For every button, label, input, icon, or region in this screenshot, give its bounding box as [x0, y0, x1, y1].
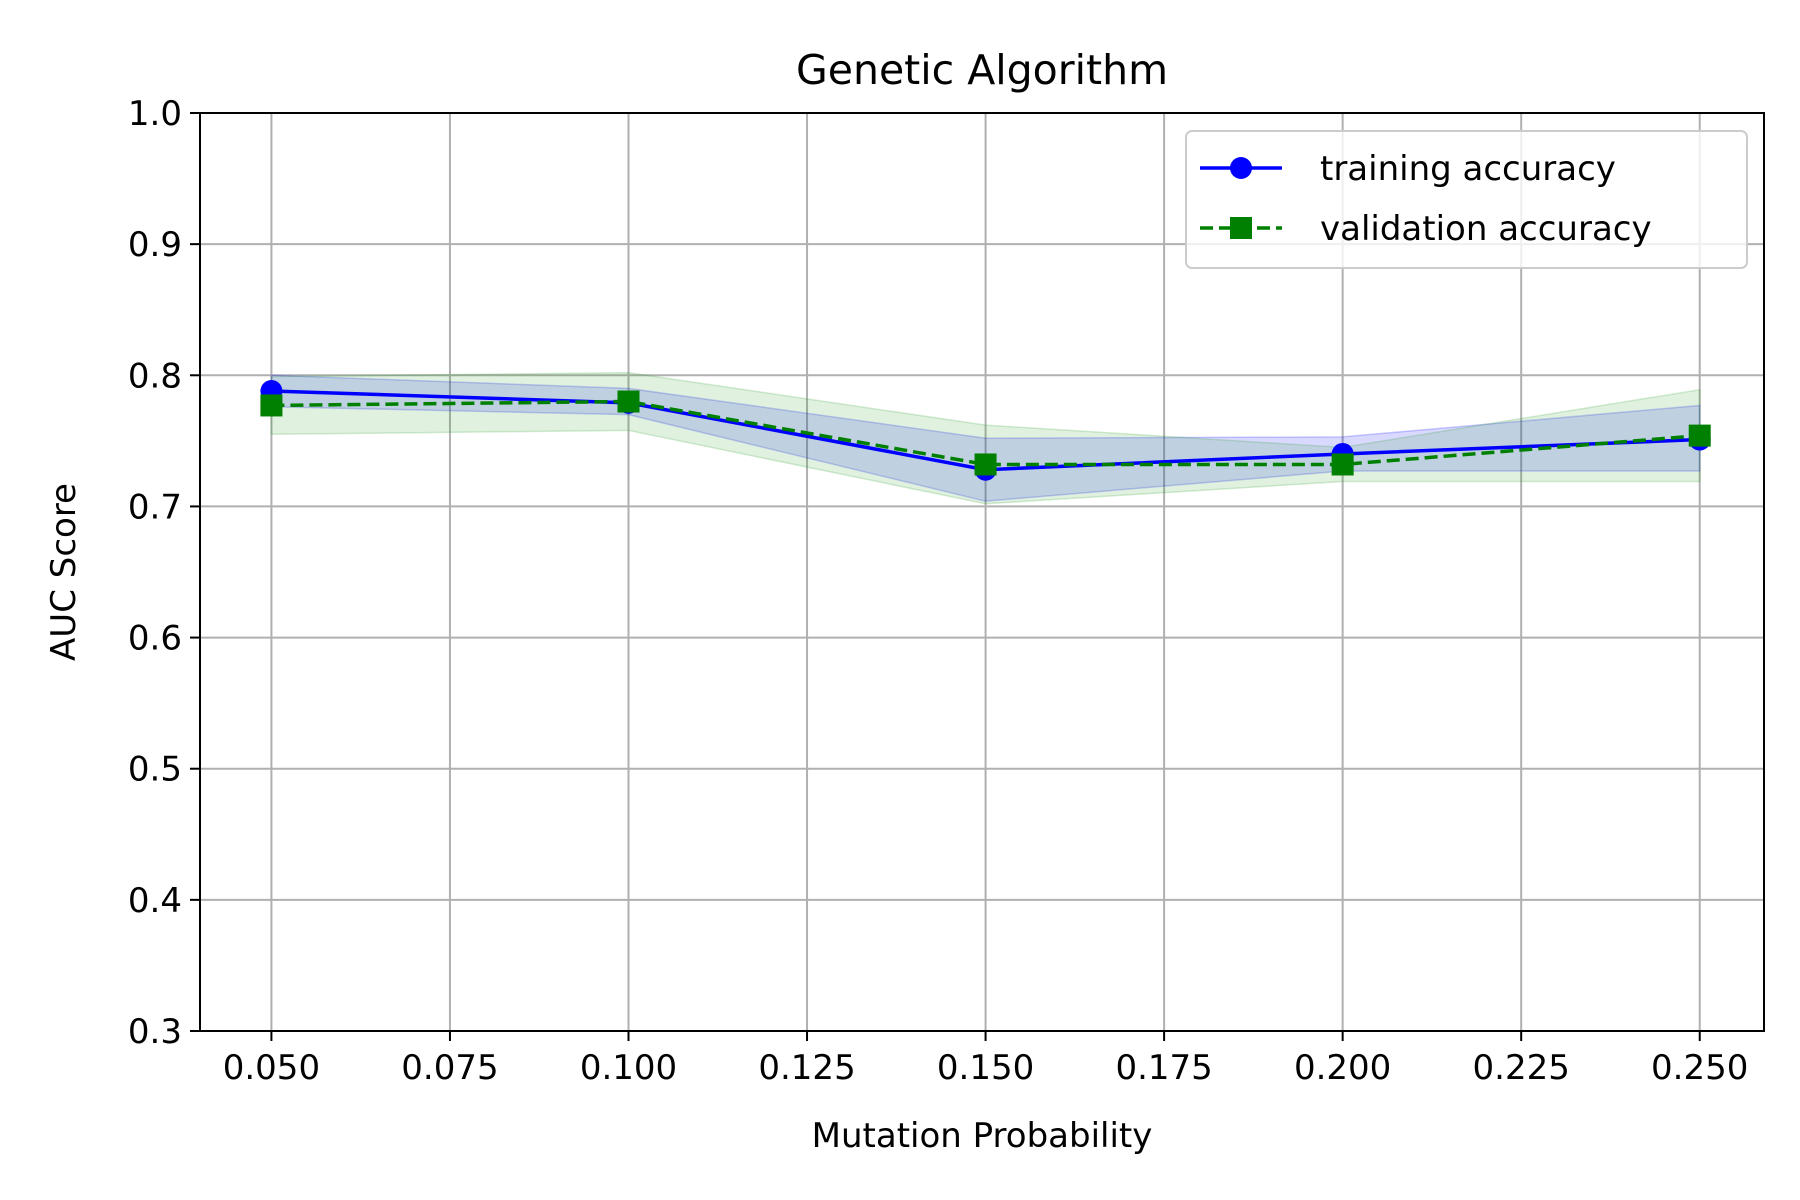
x-tick-label: 0.150	[937, 1048, 1034, 1088]
data-point	[617, 390, 640, 413]
legend-box	[1185, 130, 1748, 269]
legend-label-1: validation accuracy	[1320, 209, 1652, 249]
y-tick-label: 0.5	[128, 750, 182, 790]
x-tick-label: 0.250	[1651, 1048, 1748, 1088]
x-tick-label: 0.075	[401, 1048, 498, 1088]
data-point	[260, 394, 283, 417]
y-tick-label: 0.6	[128, 619, 182, 659]
chart-title: Genetic Algorithm	[796, 46, 1168, 94]
legend-marker	[1230, 217, 1252, 239]
x-tick-label: 0.175	[1115, 1048, 1212, 1088]
series-line-1	[271, 399, 1700, 467]
y-tick-label: 0.7	[128, 487, 182, 527]
y-axis: 0.3 0.4 0.5 0.6 0.7 0.8 0.9 1.0	[128, 94, 200, 1052]
x-axis: 0.050 0.075 0.100 0.125 0.150 0.175 0.200 0.225…	[223, 1031, 1748, 1088]
y-tick-label: 0.3	[128, 1012, 182, 1052]
x-tick-label: 0.225	[1473, 1048, 1570, 1088]
plot-frame	[199, 112, 1765, 1032]
legend-marker	[1230, 157, 1252, 179]
legend-label-0: training accuracy	[1320, 149, 1616, 189]
x-tick-label: 0.050	[223, 1048, 320, 1088]
x-axis-label: Mutation Probability	[812, 1116, 1153, 1156]
y-tick-label: 0.4	[128, 881, 182, 921]
x-tick-label: 0.125	[758, 1048, 855, 1088]
y-tick-label: 0.8	[128, 356, 182, 396]
y-tick-label: 1.0	[128, 94, 182, 134]
y-axis-label: AUC Score	[44, 483, 84, 661]
data-point	[1331, 453, 1354, 476]
series-markers	[260, 380, 1711, 481]
x-tick-label: 0.200	[1294, 1048, 1391, 1088]
x-tick-label: 0.100	[580, 1048, 677, 1088]
y-tick-label: 0.9	[128, 225, 182, 265]
data-point	[1688, 424, 1711, 447]
data-point	[974, 453, 997, 476]
legend: training accuracy validation accuracy	[1185, 130, 1748, 269]
